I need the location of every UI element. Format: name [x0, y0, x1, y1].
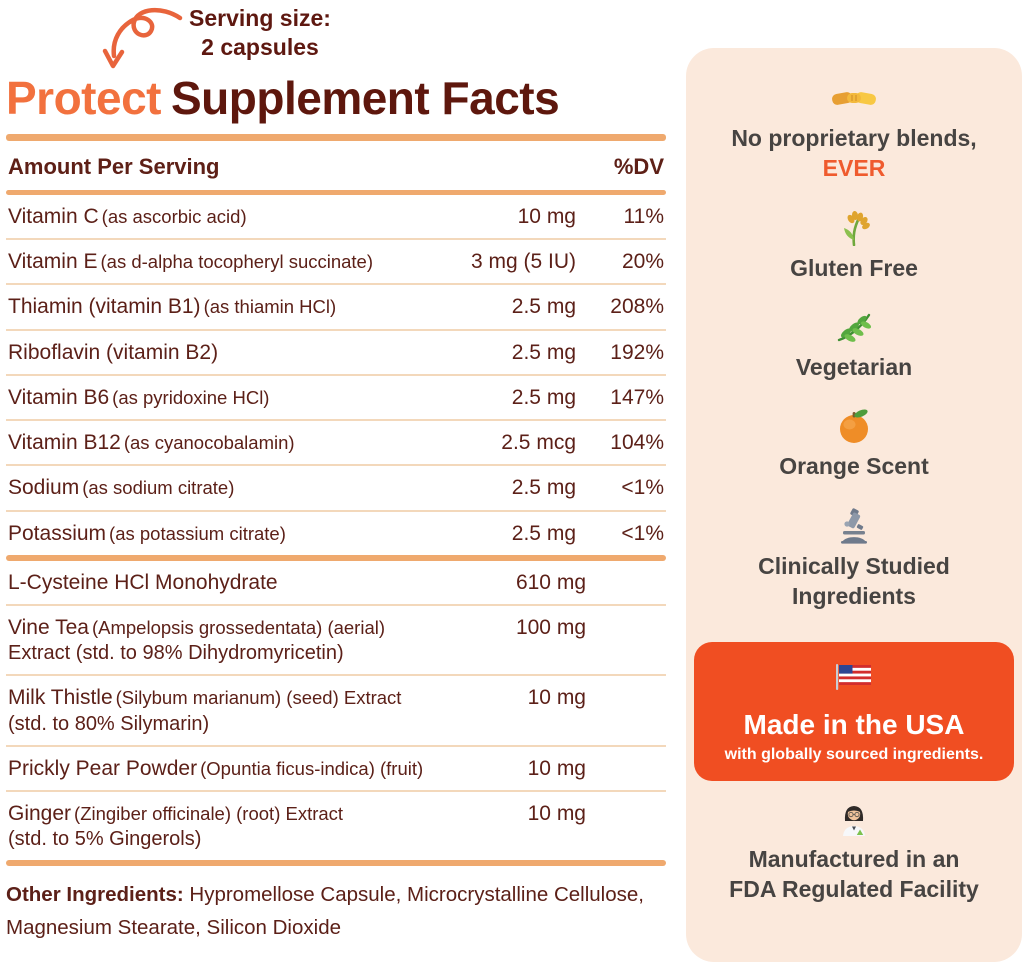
ingredient-name: Vitamin B12 (as cyanocobalamin) — [8, 431, 295, 455]
rice-sheaf-icon — [838, 208, 870, 248]
ingredient-name: Potassium (as potassium citrate) — [8, 521, 286, 545]
ingredient-amount: 2.5 mg — [511, 295, 576, 319]
brand-name: Protect — [6, 71, 161, 124]
made-in-usa-badge: Made in the USA with globally sourced in… — [694, 641, 1014, 781]
serving-size: Serving size: 2 capsules — [170, 0, 350, 63]
ingredient-dv: <1% — [621, 521, 664, 545]
other-ingredients-text: Hypromellose Capsule, Microcrystalline C… — [6, 883, 644, 940]
ingredient-amount: 100 mg — [515, 616, 586, 640]
ingredient-name: L-Cysteine HCl Monohydrate — [8, 570, 278, 594]
section-divider — [6, 860, 666, 867]
section-divider — [6, 554, 666, 561]
tangerine-icon — [837, 406, 871, 446]
other-ingredients: Other Ingredients: Hypromellose Capsule,… — [6, 878, 666, 944]
ingredient-amount: 10 mg — [527, 686, 586, 710]
us-flag-icon — [835, 657, 873, 697]
ingredient-amount: 10 mg — [517, 204, 576, 228]
badge-label: No proprietary blends, EVER — [731, 125, 977, 182]
badge-vegetarian: Vegetarian — [796, 307, 912, 382]
vitamins-section: Vitamin C (as ascorbic acid) 10 mg 11% Vi… — [6, 195, 666, 555]
botanicals-section: L-Cysteine HCl Monohydrate 610 mg Vine T… — [6, 561, 666, 860]
usa-badge-subtitle: with globally sourced ingredients. — [724, 745, 984, 763]
woman-scientist-icon — [839, 799, 869, 839]
table-row: Vine Tea (Ampelopsis grossedentata) (aeri… — [6, 606, 666, 677]
ingredient-dv: 11% — [623, 204, 664, 228]
table-row: Milk Thistle (Silybum marianum) (seed) Ex… — [6, 676, 666, 747]
ingredient-amount: 10 mg — [527, 756, 586, 780]
ingredient-name: Prickly Pear Powder (Opuntia ficus-indica… — [8, 756, 424, 780]
table-row: Vitamin B6 (as pyridoxine HCl) 2.5 mg 147… — [6, 376, 666, 422]
badge-label: Vegetarian — [795, 354, 913, 381]
ingredient-amount: 2.5 mg — [511, 521, 576, 545]
benefits-panel: No proprietary blends, EVER Gluten Free — [686, 48, 1022, 962]
table-row: Ginger (Zingiber officinale) (root) Extra… — [6, 792, 666, 860]
ingredient-name: Vitamin B6 (as pyridoxine HCl) — [8, 385, 270, 409]
table-row: Vitamin C (as ascorbic acid) 10 mg 11% — [6, 195, 666, 241]
ingredient-amount: 2.5 mg — [511, 340, 576, 364]
ingredient-name: Riboflavin (vitamin B2) — [8, 340, 219, 364]
herb-icon — [836, 307, 872, 347]
badge-label: Manufactured in an FDA Regulated Facilit… — [729, 845, 979, 902]
table-row: Potassium (as potassium citrate) 2.5 mg <… — [6, 512, 666, 555]
ingredient-dv: 208% — [610, 295, 664, 319]
ingredient-amount: 3 mg (5 IU) — [470, 250, 576, 274]
table-header: Amount Per Serving %DV — [6, 141, 666, 190]
usa-badge-title: Made in the USA — [743, 708, 965, 740]
page-title: Protect Supplement Facts — [6, 71, 666, 125]
table-row: Prickly Pear Powder (Opuntia ficus-indica… — [6, 747, 666, 792]
badge-label: Orange Scent — [779, 453, 929, 480]
badge-label: Gluten Free — [790, 254, 918, 281]
badge-gluten-free: Gluten Free — [790, 208, 918, 283]
badge-fda-facility: Manufactured in an FDA Regulated Facilit… — [724, 799, 984, 905]
ingredient-amount: 2.5 mg — [511, 385, 576, 409]
badge-clinically-studied: Clinically Studied Ingredients — [729, 506, 979, 612]
serving-size-line2: 2 capsules — [201, 34, 319, 61]
ingredient-name: Milk Thistle (Silybum marianum) (seed) Ex… — [8, 686, 402, 735]
ingredient-amount: 2.5 mcg — [501, 431, 576, 455]
handshake-icon — [831, 78, 877, 118]
amount-per-serving-header: Amount Per Serving — [8, 153, 220, 179]
curly-arrow-icon — [102, 8, 183, 69]
ever-accent: EVER — [822, 155, 886, 182]
table-row: Vitamin B12 (as cyanocobalamin) 2.5 mcg 1… — [6, 421, 666, 467]
title-rest: Supplement Facts — [170, 71, 560, 124]
badge-label: Clinically Studied Ingredients — [758, 552, 950, 610]
table-row: Thiamin (vitamin B1) (as thiamin HCl) 2.5… — [6, 285, 666, 331]
ingredient-name: Vine Tea (Ampelopsis grossedentata) (aeri… — [8, 616, 386, 665]
ingredient-name: Thiamin (vitamin B1) (as thiamin HCl) — [8, 295, 337, 319]
title-divider — [6, 133, 666, 141]
microscope-icon — [838, 506, 870, 546]
table-row: Sodium (as sodium citrate) 2.5 mg <1% — [6, 466, 666, 512]
badge-no-proprietary-blends: No proprietary blends, EVER — [729, 78, 979, 184]
ingredient-dv: 20% — [621, 250, 664, 274]
dv-header: %DV — [613, 153, 664, 179]
supplement-facts-label: Serving size: 2 capsules Protect Suppleme… — [6, 0, 666, 945]
ingredient-amount: 2.5 mg — [511, 476, 576, 500]
table-row: Riboflavin (vitamin B2) 2.5 mg 192% — [6, 331, 666, 376]
other-ingredients-label: Other Ingredients: — [6, 883, 184, 907]
table-row: Vitamin E (as d-alpha tocopheryl succinat… — [6, 240, 666, 286]
ingredient-dv: 192% — [610, 340, 664, 364]
badge-orange-scent: Orange Scent — [779, 406, 929, 481]
header-divider — [6, 189, 666, 195]
ingredient-dv: 147% — [610, 385, 664, 409]
ingredient-dv: 104% — [610, 431, 664, 455]
ingredient-dv: <1% — [621, 476, 664, 500]
ingredient-name: Sodium (as sodium citrate) — [8, 476, 235, 500]
ingredient-amount: 610 mg — [515, 570, 586, 594]
table-row: L-Cysteine HCl Monohydrate 610 mg — [6, 561, 666, 607]
ingredient-amount: 10 mg — [527, 801, 586, 825]
ingredient-name: Ginger (Zingiber officinale) (root) Extra… — [8, 801, 344, 851]
ingredient-name: Vitamin C (as ascorbic acid) — [8, 204, 247, 228]
ingredient-name: Vitamin E (as d-alpha tocopheryl succinat… — [8, 250, 374, 274]
serving-size-line1: Serving size: — [189, 5, 331, 31]
